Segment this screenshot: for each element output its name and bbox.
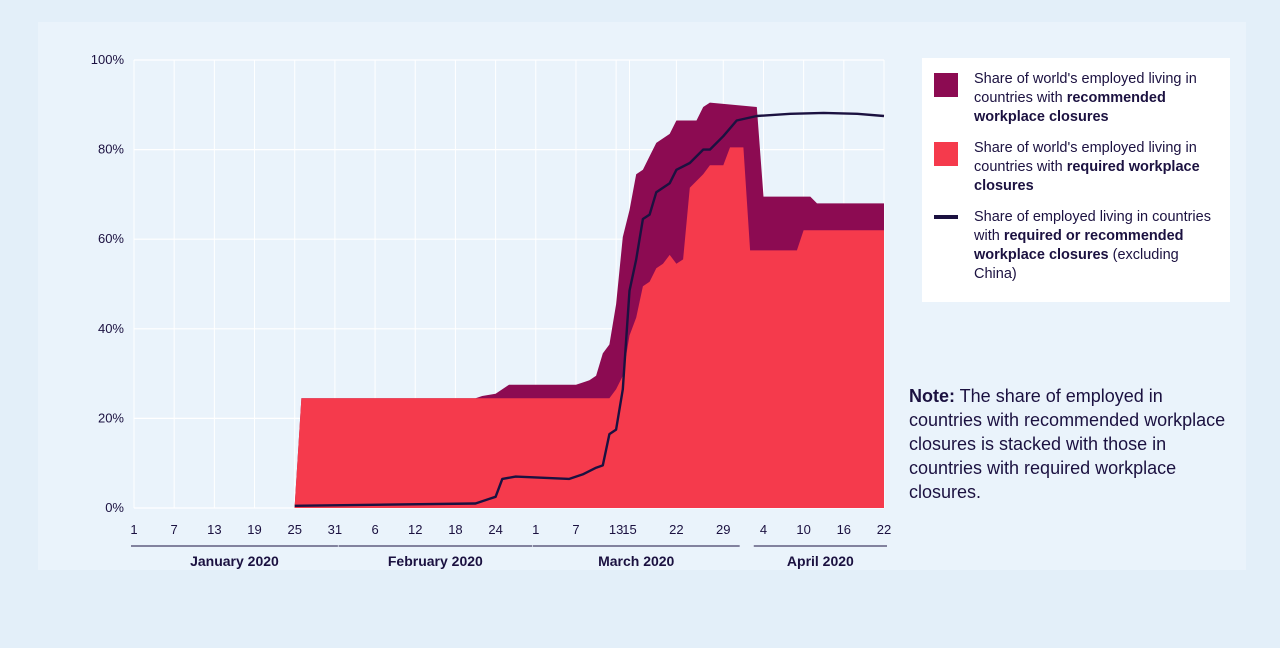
chart-note: Note: The share of employed in countries… [909,386,1226,502]
x-tick-label: 29 [716,522,730,537]
legend-text-combined: Share of employed living in countries wi… [974,209,1211,282]
chart-legend: Share of world's employed living in coun… [922,58,1230,302]
legend-swatch-required [934,142,958,166]
x-tick-label: 7 [171,522,178,537]
legend-line-combined [934,215,958,219]
legend-item-combined: Share of employed living in countries wi… [934,208,1220,284]
workplace-closures-chart: 0%20%40%60%80%100%1 7 13 19 25 31 6 12 18 24 1 7 131… [91,52,891,569]
x-tick-label: 12 [408,522,422,537]
x-tick-label: 13 [207,522,221,537]
line-combined [294,111,885,507]
line-layer [294,111,885,507]
x-tick-label: 22 [669,522,683,537]
axis-layer: 0%20%40%60%80%100%1 7 13 19 25 31 6 12 18 24 1 7 131… [91,52,891,569]
x-tick-label: 1 [130,522,137,537]
x-tick-label: 1 [532,522,539,537]
legend-text-recommended: Share of world's employed living in coun… [974,71,1197,125]
area-required [294,147,884,508]
y-tick-label: 80% [98,142,124,157]
month-label: April 2020 [787,553,854,569]
x-tick-label: 13 [609,522,623,537]
month-label: February 2020 [388,553,483,569]
y-tick-label: 20% [98,410,124,425]
x-tick-label: 18 [448,522,462,537]
y-tick-label: 40% [98,321,124,336]
area-layer [294,102,884,508]
x-tick-label: 6 [371,522,378,537]
month-label: March 2020 [598,553,674,569]
x-tick-label: 16 [837,522,851,537]
legend-swatch-recommended [934,73,958,97]
x-tick-label: 25 [287,522,301,537]
y-tick-label: 60% [98,231,124,246]
y-tick-label: 100% [91,52,125,67]
x-tick-label: 15 [622,522,636,537]
x-tick-label: 10 [796,522,810,537]
x-tick-label: 22 [877,522,891,537]
legend-text-required: Share of world's employed living in coun… [974,140,1200,194]
x-tick-label: 19 [247,522,261,537]
x-tick-label: 7 [572,522,579,537]
x-tick-label: 4 [760,522,767,537]
legend-item-recommended: Share of world's employed living in coun… [934,70,1220,127]
y-tick-label: 0% [105,500,124,515]
month-label: January 2020 [190,553,279,569]
x-tick-label: 31 [328,522,342,537]
x-tick-label: 24 [488,522,502,537]
legend-item-required: Share of world's employed living in coun… [934,139,1220,196]
